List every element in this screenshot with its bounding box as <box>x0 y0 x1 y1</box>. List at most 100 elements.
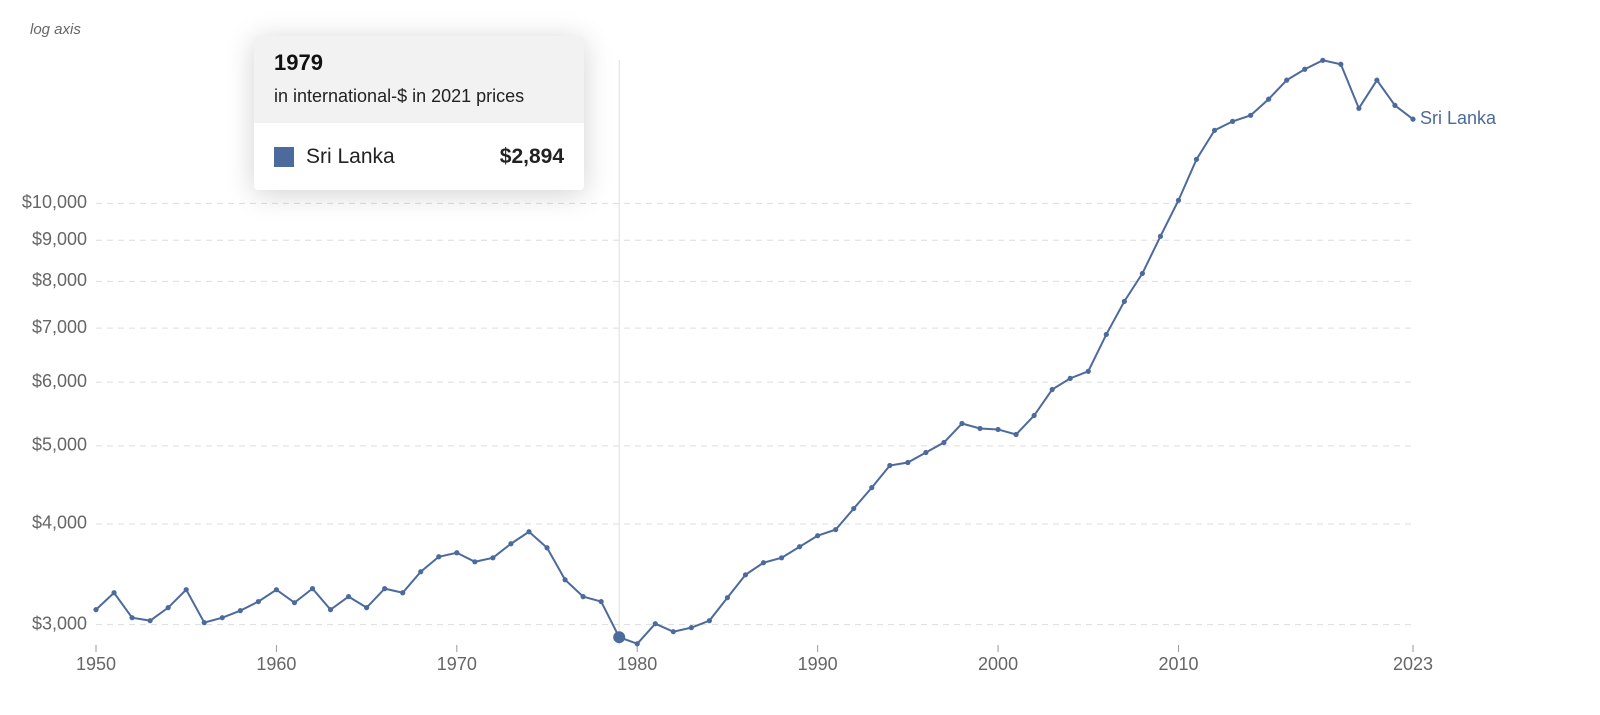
point <box>1338 61 1344 67</box>
point <box>670 629 676 635</box>
point <box>1211 127 1218 133</box>
y-tick-label: $4,000 <box>32 513 87 533</box>
point <box>345 594 352 600</box>
x-tick-label: 1950 <box>76 654 116 674</box>
point <box>364 605 370 611</box>
y-tick-label: $6,000 <box>32 371 87 391</box>
point <box>598 598 604 605</box>
point <box>778 555 785 561</box>
point <box>508 541 514 547</box>
point <box>418 569 424 575</box>
point <box>1229 118 1236 124</box>
point <box>400 590 406 596</box>
tooltip: 1979 in international-$ in 2021 prices S… <box>254 36 584 190</box>
point <box>237 608 243 614</box>
tooltip-header: 1979 in international-$ in 2021 prices <box>254 36 584 123</box>
point <box>688 625 694 631</box>
x-tick-label: 1960 <box>256 654 296 674</box>
point <box>1175 197 1182 203</box>
point <box>201 620 207 626</box>
point <box>219 615 225 621</box>
point <box>887 462 893 469</box>
point <box>1320 57 1326 63</box>
point <box>1266 96 1272 102</box>
point <box>995 426 1001 433</box>
point <box>255 598 261 605</box>
point <box>454 550 460 556</box>
point <box>1157 233 1164 239</box>
x-tick-label: 1970 <box>437 654 477 674</box>
tooltip-row: Sri Lanka $2,894 <box>254 123 584 190</box>
point <box>869 484 875 491</box>
point <box>760 560 767 566</box>
point <box>797 544 803 550</box>
point <box>724 595 731 601</box>
point <box>472 559 478 565</box>
y-tick-label: $5,000 <box>32 435 87 455</box>
point <box>851 505 857 512</box>
point <box>544 545 550 551</box>
point <box>1085 368 1091 374</box>
point <box>129 615 135 621</box>
tooltip-value: $2,894 <box>499 145 564 168</box>
y-tick-label: $8,000 <box>32 270 87 290</box>
x-tick-label: 1990 <box>798 654 838 674</box>
x-tick-label: 2010 <box>1158 654 1198 674</box>
point <box>1302 66 1308 72</box>
line-label: Sri Lanka <box>1420 108 1497 128</box>
point <box>742 572 749 578</box>
point <box>1193 156 1200 162</box>
point <box>959 420 965 427</box>
point <box>327 607 334 613</box>
point <box>1392 102 1398 109</box>
point <box>833 526 839 533</box>
point <box>165 605 171 611</box>
point <box>941 439 947 446</box>
point <box>183 587 189 593</box>
point <box>526 529 532 535</box>
point <box>1121 298 1127 304</box>
y-tick-label: $3,000 <box>32 613 87 633</box>
highlight-point <box>613 631 626 644</box>
point <box>490 555 496 561</box>
point <box>923 449 929 456</box>
tooltip-series: Sri Lanka <box>306 145 395 168</box>
point <box>1031 412 1037 419</box>
point <box>147 618 153 624</box>
tooltip-subtitle: in international-$ in 2021 prices <box>274 86 525 106</box>
point <box>634 641 640 647</box>
y-tick-label: $7,000 <box>32 317 87 337</box>
tooltip-title: 1979 <box>274 50 323 75</box>
point <box>1284 77 1290 83</box>
x-tick-label: 1980 <box>617 654 657 674</box>
axis-note: log axis <box>30 21 81 38</box>
point <box>1013 431 1019 438</box>
point <box>309 586 316 592</box>
point <box>1139 270 1145 277</box>
point <box>382 586 388 592</box>
point <box>1374 77 1380 83</box>
point <box>1067 375 1073 381</box>
point <box>1356 105 1362 111</box>
point <box>1103 331 1109 338</box>
point <box>652 621 658 627</box>
point <box>562 577 568 583</box>
x-tick-label: 2023 <box>1393 654 1433 674</box>
y-tick-label: $10,000 <box>22 192 87 212</box>
point <box>436 554 442 560</box>
point <box>815 533 821 539</box>
point <box>1410 116 1416 122</box>
y-tick-label: $9,000 <box>32 229 87 249</box>
point <box>1248 112 1254 118</box>
point <box>977 425 983 432</box>
point <box>111 590 117 596</box>
line <box>95 59 1414 645</box>
point <box>93 607 99 613</box>
point <box>291 600 298 606</box>
x-tick-label: 2000 <box>978 654 1018 674</box>
tooltip-swatch <box>274 147 294 167</box>
point <box>706 618 712 624</box>
point <box>580 594 586 600</box>
